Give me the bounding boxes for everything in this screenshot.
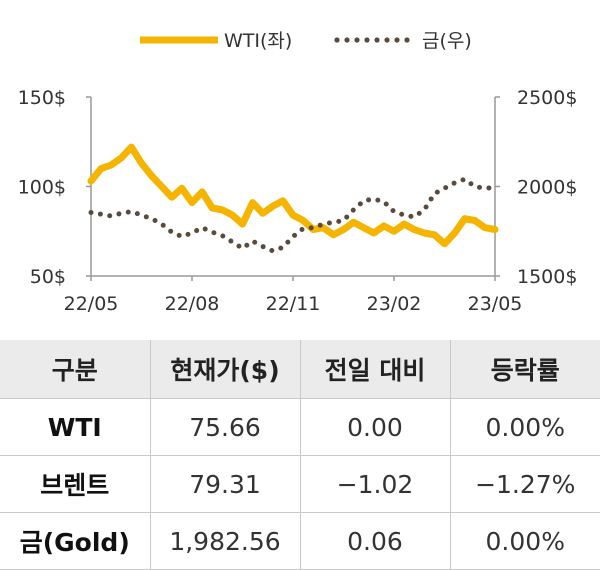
- daily-change: 0.00: [299, 398, 450, 456]
- legend-gold-swatch: [334, 37, 410, 43]
- table-header-row: 구분 현재가($) 전일 대비 등락률: [0, 340, 600, 399]
- current-price: 75.66: [149, 398, 300, 456]
- legend-gold-dot: [394, 37, 400, 43]
- y-left-tick-label: 100$: [18, 177, 66, 199]
- legend-gold-dot: [404, 37, 410, 43]
- x-tick-label: 23/02: [367, 293, 422, 315]
- legend-gold-dot: [354, 37, 360, 43]
- series-line-gold: [88, 176, 498, 254]
- x-tick-label: 22/11: [266, 293, 321, 315]
- current-price: 1,982.56: [149, 512, 300, 570]
- table-row: 브렌트 79.31 −1.02 −1.27%: [0, 455, 600, 513]
- price-chart: WTI(좌) 금(우) 50$ 100$ 150$ 1500$ 2000$ 2500$ 22…: [18, 30, 578, 315]
- header-category: 구분: [0, 340, 150, 399]
- table-row: 금(Gold) 1,982.56 0.06 0.00%: [0, 512, 600, 570]
- change-rate: 0.00%: [449, 398, 600, 456]
- table-row: WTI 75.66 0.00 0.00%: [0, 398, 600, 456]
- x-tick-label: 23/05: [468, 293, 523, 315]
- x-tick-label: 22/05: [64, 293, 119, 315]
- daily-change: −1.02: [299, 455, 450, 513]
- change-rate: 0.00%: [449, 512, 600, 570]
- daily-change: 0.06: [299, 512, 450, 570]
- y-right-tick-label: 1500$: [517, 266, 577, 288]
- header-change-rate: 등락률: [449, 340, 600, 399]
- legend-gold-dot: [344, 37, 350, 43]
- legend-gold-dot: [364, 37, 370, 43]
- y-right-tick-label: 2500$: [517, 87, 577, 109]
- change-rate: −1.27%: [449, 455, 600, 513]
- x-tick-label: 22/08: [165, 293, 220, 315]
- row-name: WTI: [0, 398, 150, 456]
- header-daily-change: 전일 대비: [299, 340, 450, 399]
- y-right-tick-label: 2000$: [517, 177, 577, 199]
- price-table: 구분 현재가($) 전일 대비 등락률 WTI 75.66 0.00 0.00%…: [0, 340, 600, 570]
- chart-legend: WTI(좌) 금(우): [140, 30, 472, 52]
- current-price: 79.31: [149, 455, 300, 513]
- legend-gold-dot: [334, 37, 340, 43]
- y-left-tick-label: 150$: [18, 87, 66, 109]
- legend-gold-dot: [374, 37, 380, 43]
- chart-axes: [86, 96, 500, 281]
- legend-gold-label: 금(우): [422, 30, 472, 52]
- series-line-wti: [87, 143, 499, 248]
- header-current-price: 현재가($): [149, 340, 300, 399]
- row-name: 금(Gold): [0, 512, 150, 570]
- row-name: 브렌트: [0, 455, 150, 513]
- y-left-tick-label: 50$: [30, 266, 66, 288]
- chart-tick-labels: 50$ 100$ 150$ 1500$ 2000$ 2500$ 22/05 22/08 22/1…: [18, 87, 578, 315]
- legend-wti-label: WTI(좌): [224, 30, 292, 52]
- chart-marks: [87, 143, 499, 254]
- legend-gold-dot: [384, 37, 390, 43]
